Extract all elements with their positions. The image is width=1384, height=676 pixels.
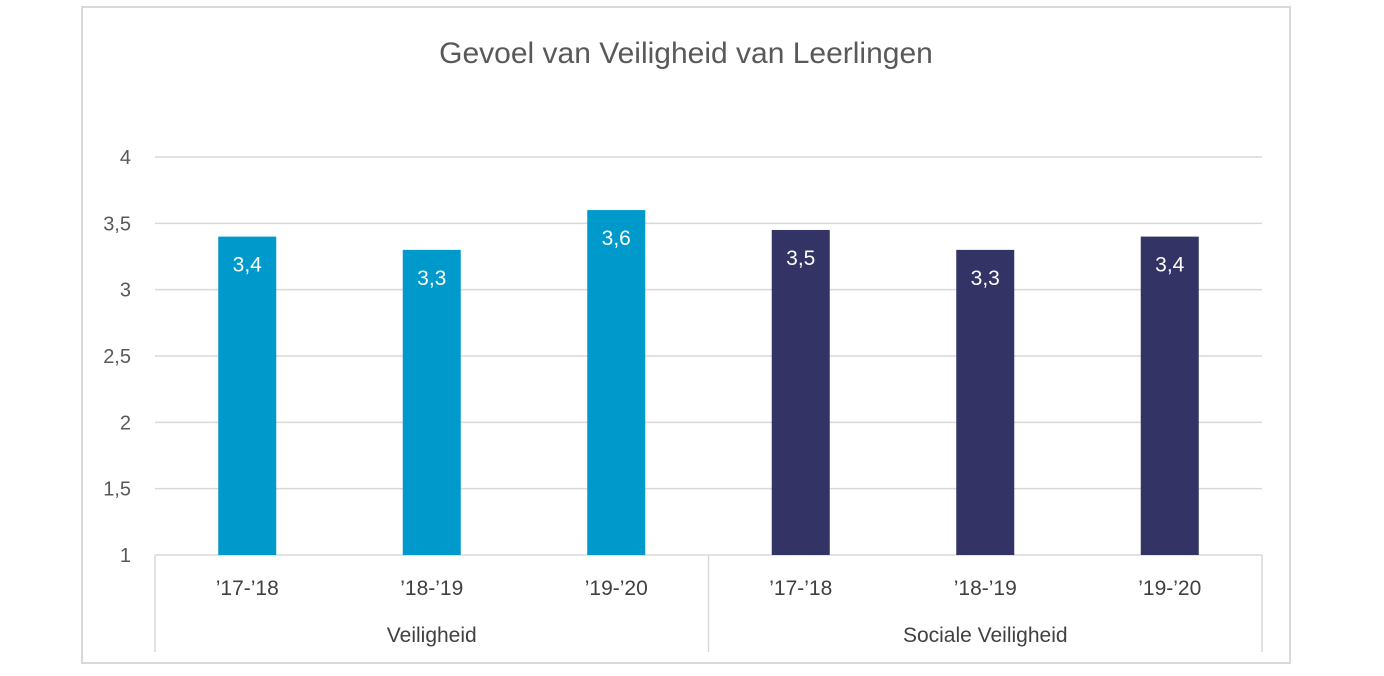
- x-category-label: ’18-’19: [400, 577, 463, 600]
- x-category-label: ’19-’20: [585, 577, 648, 600]
- y-tick-label: 2: [120, 412, 131, 434]
- data-label: 3,3: [417, 267, 446, 290]
- data-labels: 3,4 3,3 3,6 3,5 3,3 3,4: [233, 227, 1185, 290]
- axes: 1 1,5 2 2,5 3 3,5 4 ’17-’18 ’18-’19 ’19-’20 ’17-’1…: [103, 147, 1263, 652]
- data-label: 3,4: [1155, 254, 1185, 277]
- x-category-label: ’19-’20: [1138, 577, 1201, 600]
- y-tick-label: 4: [120, 147, 131, 169]
- chart-title: Gevoel van Veiligheid van Leerlingen: [439, 37, 933, 70]
- bar: [771, 229, 830, 555]
- x-category-label: ’17-’18: [216, 577, 279, 600]
- bar: [1140, 236, 1199, 555]
- y-tick-label: 1,5: [103, 479, 131, 501]
- bar: [218, 236, 277, 555]
- y-tick-label: 3,5: [103, 213, 131, 235]
- bar: [956, 249, 1015, 555]
- x-category-label: ’18-’19: [954, 577, 1017, 600]
- data-label: 3,4: [233, 254, 263, 277]
- data-label: 3,5: [786, 247, 815, 270]
- x-group-label: Sociale Veiligheid: [903, 624, 1068, 647]
- x-category-label: ’17-’18: [769, 577, 832, 600]
- x-group-label: Veiligheid: [387, 624, 477, 647]
- y-tick-label: 1: [120, 545, 131, 567]
- bar: [587, 210, 646, 556]
- data-label: 3,3: [971, 267, 1000, 290]
- bar: [402, 249, 461, 555]
- y-tick-label: 3: [120, 280, 131, 302]
- bars: [218, 210, 1199, 556]
- gridlines: [155, 156, 1262, 490]
- data-label: 3,6: [602, 227, 631, 250]
- y-tick-label: 2,5: [103, 346, 131, 368]
